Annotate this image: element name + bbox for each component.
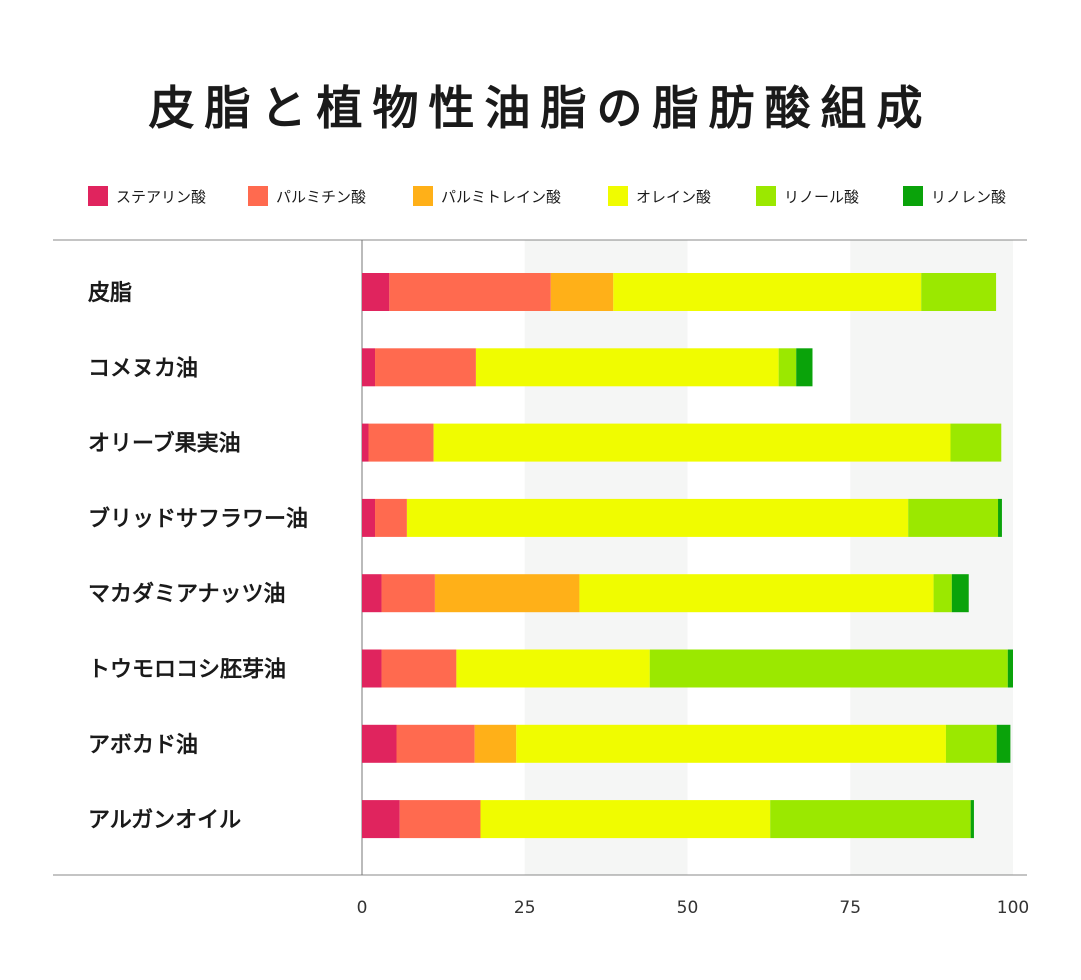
bar-segment — [368, 423, 434, 462]
bar-segment — [396, 724, 475, 763]
x-tick-label: 75 — [839, 898, 861, 918]
category-label: 皮脂 — [88, 280, 132, 306]
bar-segment — [362, 574, 382, 613]
x-tick-label: 50 — [677, 898, 699, 918]
bar-segment — [362, 498, 376, 537]
bar-segment — [778, 348, 797, 387]
x-tick-label: 0 — [357, 898, 368, 918]
category-label: マカダミアナッツ油 — [88, 581, 286, 607]
legend-swatch — [756, 186, 776, 206]
bar-segment — [579, 574, 934, 613]
bar-segment — [362, 348, 376, 387]
legend-swatch — [903, 186, 923, 206]
category-label: アルガンオイル — [88, 808, 241, 833]
bar-segment — [796, 348, 813, 387]
bar-segment — [362, 423, 369, 462]
bar-segment — [950, 423, 1002, 462]
bar-segment — [362, 724, 397, 763]
legend-label: リノール酸 — [784, 187, 860, 206]
bar-segment — [996, 724, 1011, 763]
bar-segment — [649, 649, 1008, 688]
legend-item: リノール酸 — [756, 184, 859, 208]
bar-segment — [389, 273, 551, 311]
bar-segment — [945, 724, 997, 763]
bar-segment — [362, 800, 400, 839]
bar-segment — [375, 498, 407, 537]
category-label: ブリッドサフラワー油 — [88, 506, 308, 532]
bar-segment — [406, 498, 909, 537]
category-label: オリーブ果実油 — [88, 431, 241, 457]
bar-segment — [970, 800, 974, 839]
bar-segment — [998, 498, 1002, 537]
legend-label: リノレン酸 — [931, 187, 1007, 206]
bar-segment — [613, 273, 922, 311]
grid-band — [850, 240, 1013, 875]
legend-label: オレイン酸 — [636, 187, 712, 206]
bar-segment — [456, 649, 650, 688]
bar-segment — [474, 724, 517, 763]
legend-label: パルミチン酸 — [276, 187, 367, 206]
bar-segment — [908, 498, 999, 537]
bar-segment — [381, 574, 435, 613]
bar-segment — [951, 574, 969, 613]
bar-segment — [434, 574, 580, 613]
bar-segment — [933, 574, 952, 613]
x-tick-label: 25 — [514, 898, 536, 918]
legend-label: ステアリン酸 — [116, 187, 207, 206]
bar-segment — [480, 800, 771, 839]
category-label: アボカド油 — [88, 733, 198, 758]
bar-segment — [516, 724, 946, 763]
legend-swatch — [88, 186, 108, 206]
bar-segment — [375, 348, 476, 387]
legend-item: オレイン酸 — [608, 184, 711, 208]
legend-swatch — [248, 186, 268, 206]
legend-item: ステアリン酸 — [88, 184, 206, 208]
legend: ステアリン酸 パルミチン酸 パルミトレイン酸 オレイン酸 リノール酸 リノレン酸 — [88, 184, 1048, 208]
category-label: トウモロコシ胚芽油 — [88, 658, 286, 683]
bar-segment — [399, 800, 481, 839]
bar-segment — [381, 649, 457, 688]
legend-label: パルミトレイン酸 — [441, 187, 562, 206]
bar-segment — [770, 800, 971, 839]
grid-band — [524, 240, 688, 875]
legend-swatch — [413, 186, 433, 206]
bar-segment — [362, 649, 382, 688]
legend-item: パルミチン酸 — [248, 184, 366, 208]
x-tick-label: 100 — [997, 898, 1029, 918]
bar-segment — [921, 273, 997, 311]
legend-swatch — [608, 186, 628, 206]
bar-segment — [550, 273, 614, 311]
stacked-bar-chart: 皮脂コメヌカ油オリーブ果実油ブリッドサフラワー油マカダミアナッツ油トウモロコシ胚… — [53, 239, 1029, 918]
bar-segment — [475, 348, 779, 387]
category-label: コメヌカ油 — [88, 356, 198, 381]
bar-segment — [1007, 649, 1013, 688]
bar-segment — [433, 423, 951, 462]
chart-title: 皮脂と植物性油脂の脂肪酸組成 — [148, 81, 933, 135]
bar-segment — [362, 273, 390, 311]
legend-item: パルミトレイン酸 — [413, 184, 561, 208]
legend-item: リノレン酸 — [903, 184, 1006, 208]
